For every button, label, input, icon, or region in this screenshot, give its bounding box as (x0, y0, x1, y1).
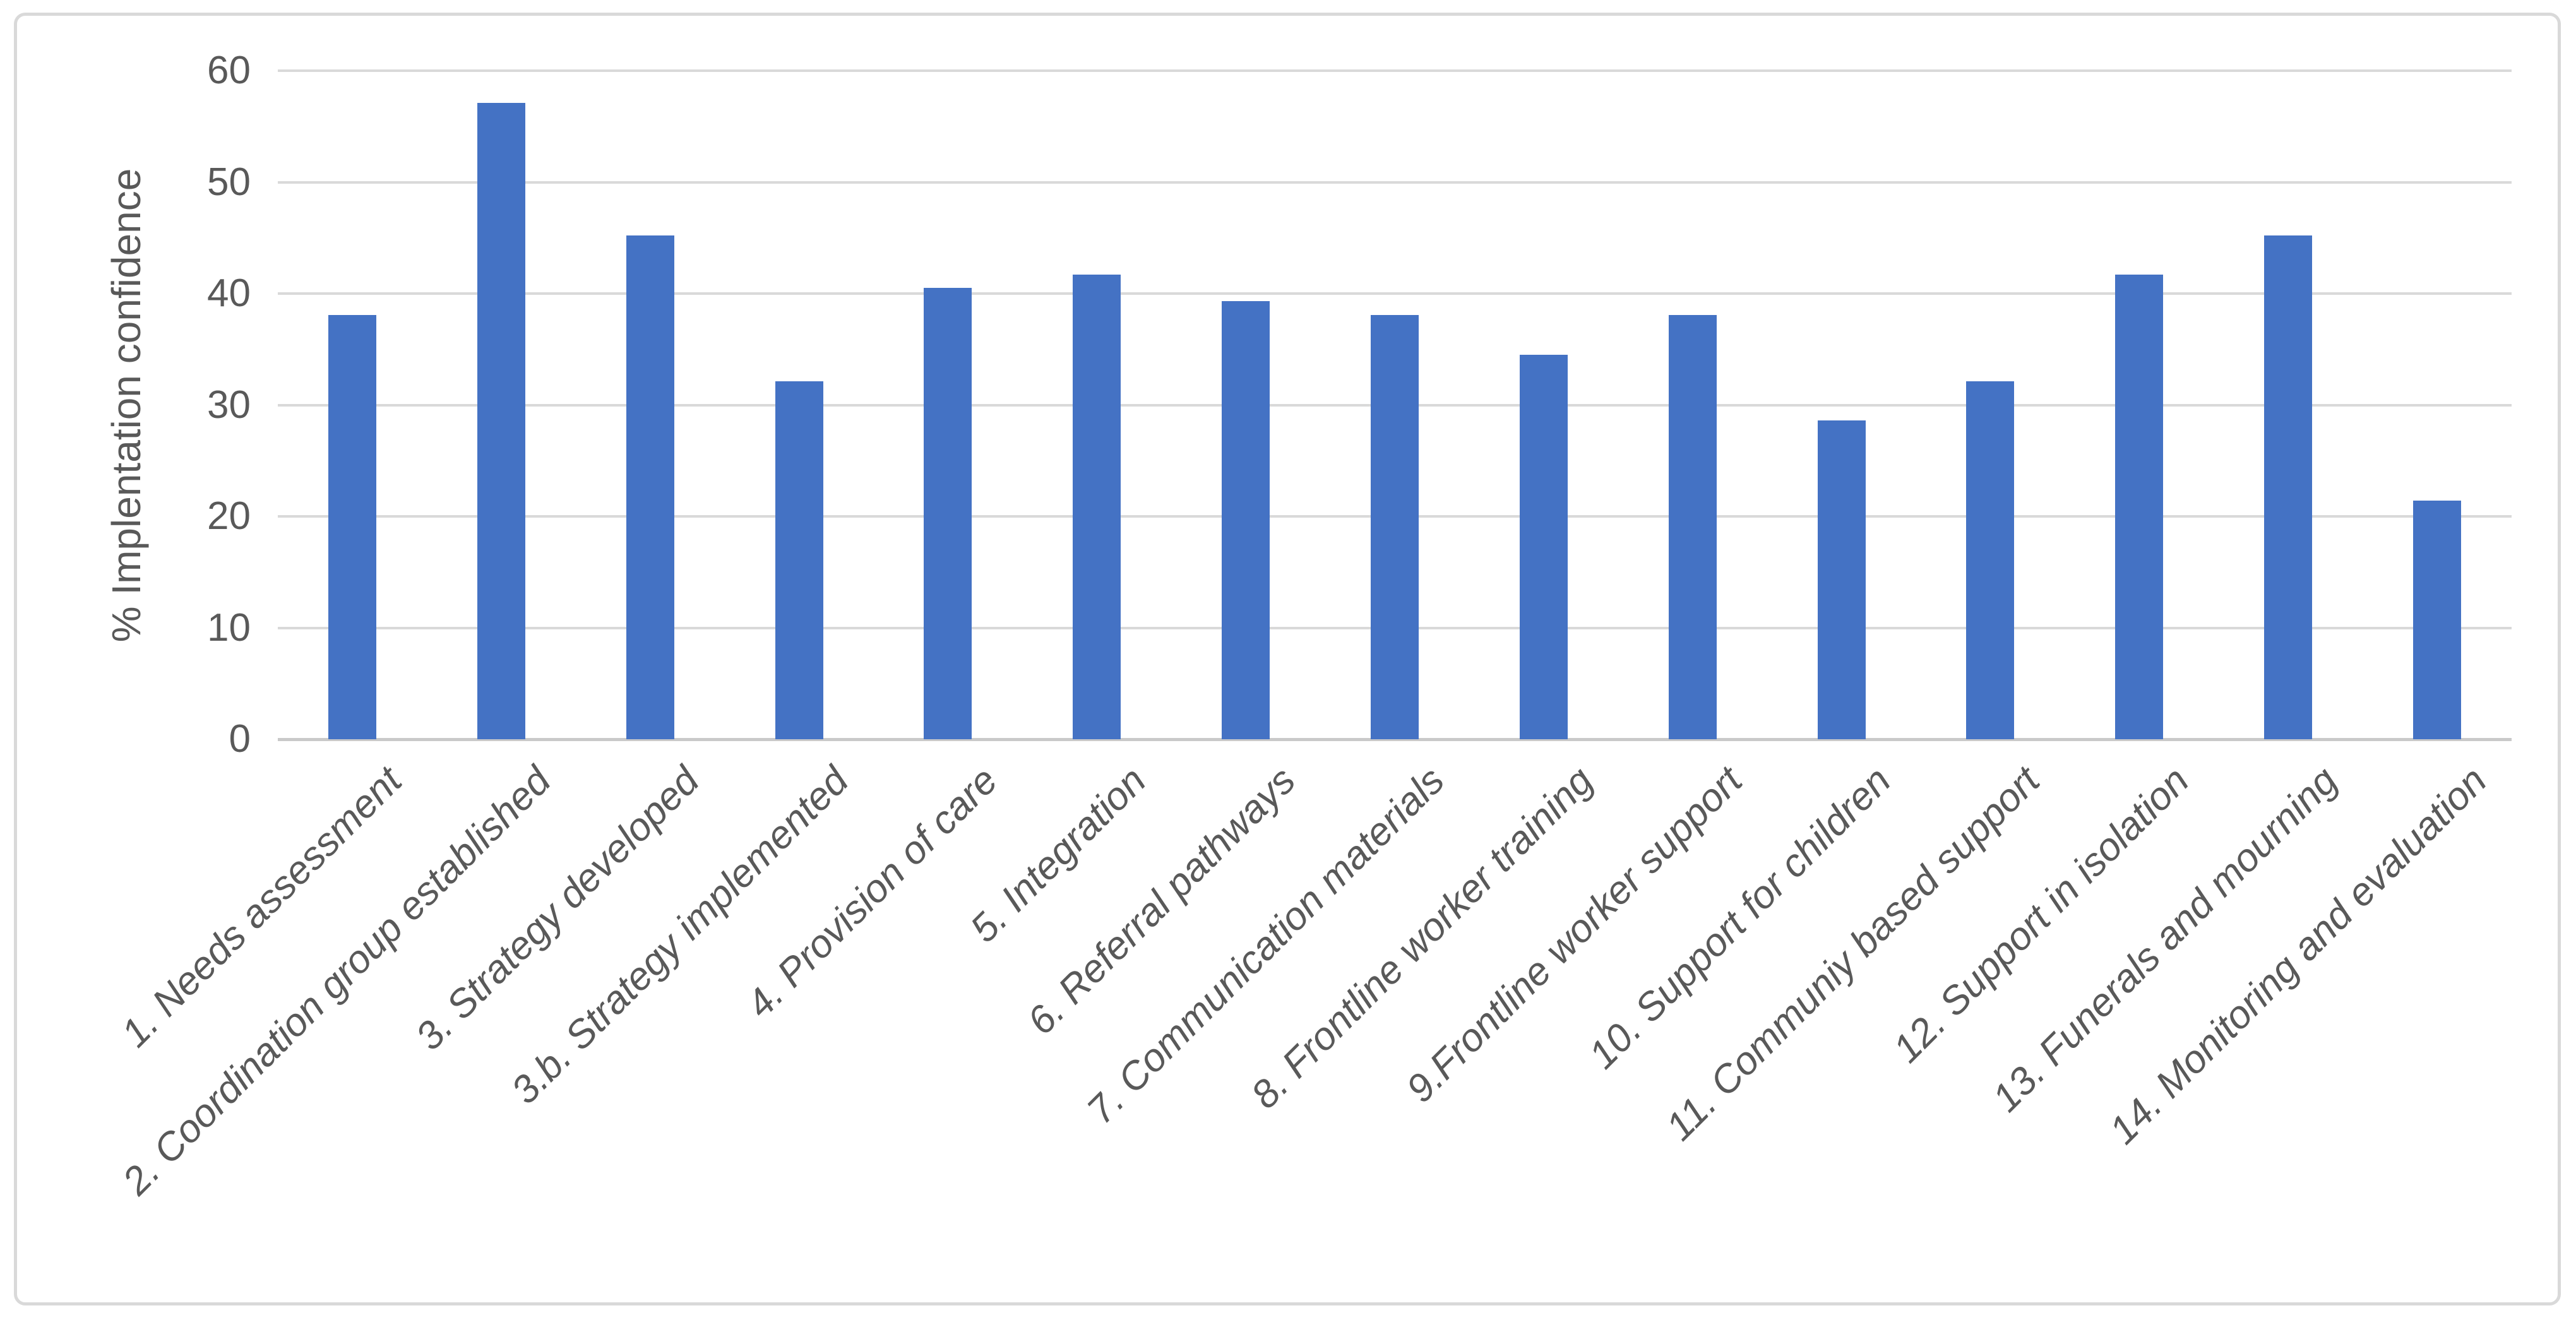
y-tick-label: 60 (207, 49, 251, 92)
gridline (278, 69, 2512, 72)
x-axis-line (278, 738, 2512, 741)
bar (1966, 381, 2015, 739)
x-category-label: 1. Needs assessment (113, 758, 410, 1056)
y-tick-label: 10 (207, 605, 251, 650)
y-tick-label: 40 (207, 271, 251, 315)
bar (2413, 501, 2462, 739)
y-tick-label: 30 (207, 383, 251, 427)
bar (2115, 274, 2164, 739)
x-category-label: 3. Strategy developed (407, 758, 708, 1059)
x-category-label: 12. Support in isolation (1885, 758, 2197, 1071)
gridline (278, 292, 2512, 295)
bar (1817, 420, 1866, 739)
bar (328, 314, 376, 739)
gridline (278, 181, 2512, 184)
x-category-label: 10. Support for children (1580, 758, 1900, 1078)
x-category-label: 4. Provision of care (737, 758, 1006, 1026)
bar (775, 381, 823, 739)
bar (924, 288, 972, 739)
y-tick-label: 50 (207, 160, 251, 204)
bar (1668, 314, 1717, 739)
bar (477, 103, 525, 739)
bar (1519, 355, 1568, 739)
y-tick-label: 20 (207, 494, 251, 538)
bar (626, 235, 674, 739)
x-category-label: 6. Referral pathways (1018, 758, 1304, 1044)
bar (1222, 301, 1270, 739)
bar (1073, 274, 1121, 739)
chart-frame: % Implentation confidence 0 10 20 30 40 50 60 1… (14, 13, 2561, 1305)
bar (2264, 235, 2313, 739)
y-tick-label: 0 (229, 717, 251, 761)
bar (1371, 314, 1419, 739)
